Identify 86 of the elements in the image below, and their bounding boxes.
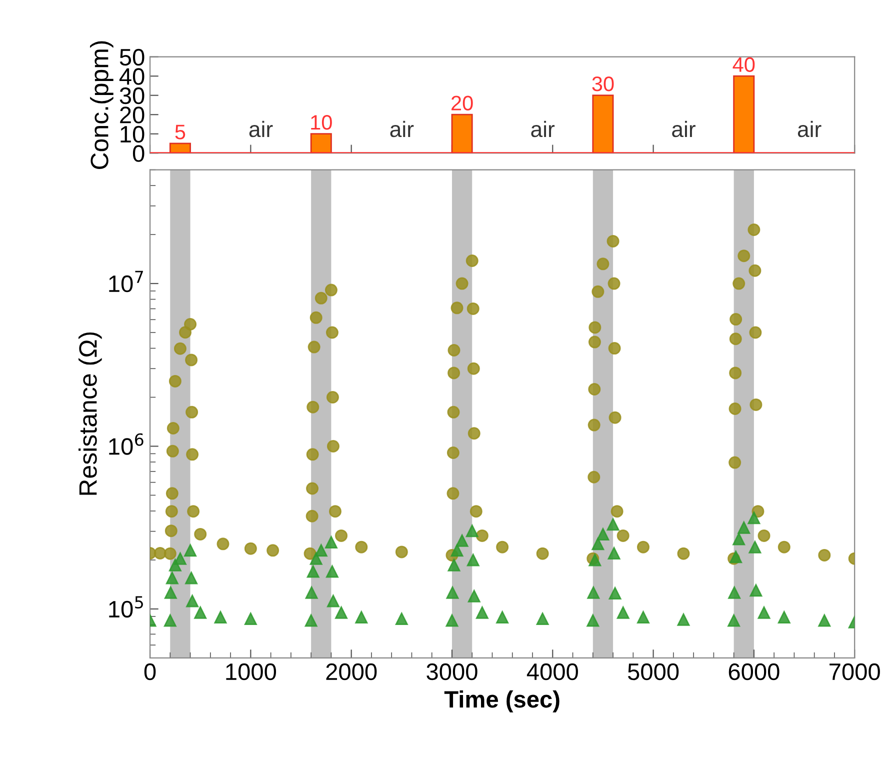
point [536, 612, 549, 626]
point [608, 546, 620, 560]
point [314, 544, 328, 557]
point [185, 572, 198, 584]
bar [733, 75, 755, 154]
point [448, 558, 460, 572]
y-tick-label: 10$^{6}$ [109, 433, 144, 455]
y-tick-label: 50 [120, 48, 144, 66]
x-tick-label: 4000 [526, 663, 578, 680]
point [466, 524, 478, 538]
point [616, 606, 630, 619]
point [164, 614, 176, 627]
y-tick-label: 10$^{7}$ [109, 270, 143, 292]
point [750, 584, 762, 597]
point [818, 614, 831, 627]
point [608, 586, 622, 600]
point [244, 612, 257, 626]
point [496, 610, 509, 624]
point [304, 614, 318, 627]
data-label: 5 [175, 124, 186, 140]
point [778, 610, 790, 624]
x-tick-label: 5000 [628, 663, 679, 680]
point [305, 586, 318, 599]
y-tick-label: 0 [132, 145, 144, 162]
point [636, 610, 650, 624]
point [587, 586, 600, 599]
point [592, 538, 604, 550]
x-tick-label: 0 [144, 663, 156, 680]
point [184, 544, 197, 557]
point [326, 594, 340, 608]
annotation: air [249, 120, 273, 138]
point [446, 614, 458, 627]
point [194, 606, 207, 619]
y-tick-label: 20 [120, 106, 144, 124]
point [728, 614, 740, 627]
y-tick-label: 30 [120, 87, 144, 104]
x-tick-label: 2000 [326, 663, 377, 680]
bar [310, 133, 332, 154]
x-axis-title: Time (sec) [444, 690, 560, 712]
point [677, 613, 690, 626]
point [164, 586, 177, 599]
y-tick-label: 10$^{5}$ [109, 596, 143, 618]
y-tick-label: 40 [119, 68, 144, 85]
point [335, 606, 348, 619]
point [310, 552, 322, 565]
data-label: 40 [732, 57, 755, 72]
point [174, 552, 186, 565]
annotation: air [672, 120, 696, 138]
data-label: 30 [592, 76, 614, 92]
point [466, 554, 480, 566]
y-axis-title: Resistance (Ω) [78, 332, 102, 495]
data-label: 10 [311, 114, 332, 130]
point [324, 536, 338, 549]
point [606, 518, 620, 531]
point [468, 590, 480, 602]
bar [592, 94, 614, 154]
point [456, 534, 468, 547]
annotation: air [390, 120, 414, 138]
point [738, 521, 750, 534]
point [476, 606, 488, 619]
point [748, 540, 762, 554]
point [728, 586, 741, 599]
point [306, 565, 320, 578]
point [326, 565, 338, 578]
point [166, 572, 178, 584]
point [758, 606, 770, 619]
data-label: 20 [452, 96, 473, 110]
x-tick-label: 7000 [830, 663, 880, 680]
point [732, 532, 746, 546]
bar [451, 114, 473, 154]
y-tick-label: 10 [120, 126, 144, 143]
x-tick-label: 1000 [226, 663, 276, 680]
point [596, 528, 610, 540]
point [748, 512, 760, 524]
annotation: air [531, 120, 555, 138]
x-tick-label: 3000 [426, 663, 478, 680]
point [446, 586, 459, 599]
x-tick-label: 6000 [728, 663, 780, 680]
annotation: air [798, 120, 822, 138]
y-axis-title: Conc.(ppm) [90, 41, 114, 170]
point [450, 544, 464, 557]
point [586, 614, 600, 627]
point [214, 610, 227, 624]
point [186, 594, 199, 608]
point [395, 612, 408, 626]
point [355, 610, 368, 624]
